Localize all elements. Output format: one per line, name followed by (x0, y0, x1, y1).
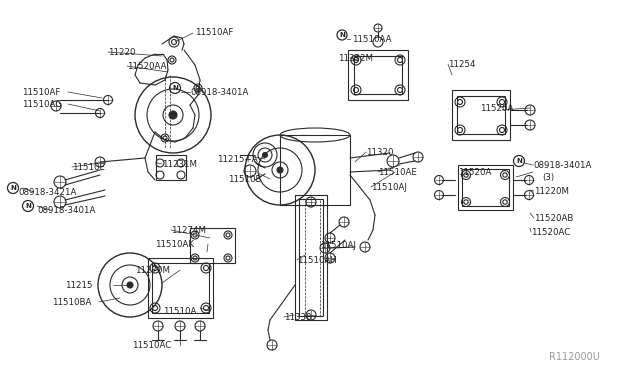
Text: 11510AJ: 11510AJ (371, 183, 407, 192)
Text: (3): (3) (542, 173, 554, 182)
Bar (152, 263, 209, 313)
Bar (354, 56, 402, 94)
Text: 11510AC: 11510AC (132, 341, 172, 350)
Text: 11510AE: 11510AE (378, 168, 417, 177)
Text: 08918-3421A: 08918-3421A (18, 188, 76, 197)
Bar (462, 169, 509, 206)
Text: 11520AB: 11520AB (534, 214, 573, 223)
Text: 11270M: 11270M (135, 266, 170, 275)
Text: N: N (25, 203, 31, 209)
Text: 11510AF: 11510AF (22, 88, 60, 97)
Text: 08918-3401A: 08918-3401A (190, 88, 248, 97)
Bar (295, 195, 327, 320)
Text: 08918-3401A: 08918-3401A (37, 206, 95, 215)
Text: 11510AA: 11510AA (352, 35, 392, 44)
Text: R112000U: R112000U (549, 352, 600, 362)
Text: 11510AF: 11510AF (195, 28, 234, 37)
Text: 11220M: 11220M (534, 187, 569, 196)
Text: 11254: 11254 (448, 60, 476, 69)
Bar (458, 165, 513, 210)
Bar (156, 155, 186, 180)
Text: 08918-3401A: 08918-3401A (533, 161, 591, 170)
Text: 11520A: 11520A (480, 104, 513, 113)
Text: 11510A: 11510A (163, 307, 196, 316)
Text: 11510AH: 11510AH (297, 256, 337, 265)
Text: 11338: 11338 (284, 313, 312, 322)
Text: 11510AG: 11510AG (22, 100, 62, 109)
Text: 11231M: 11231M (162, 160, 197, 169)
Bar (280, 135, 350, 205)
Text: 11215+A: 11215+A (217, 155, 258, 164)
Circle shape (169, 111, 177, 119)
Circle shape (277, 167, 283, 173)
Text: 11332M: 11332M (338, 54, 373, 63)
Text: 11520AC: 11520AC (531, 228, 570, 237)
Text: 11510AJ: 11510AJ (320, 241, 356, 250)
Text: 11510BA: 11510BA (52, 298, 92, 307)
Bar (148, 258, 213, 318)
Bar (457, 96, 505, 134)
Circle shape (127, 282, 133, 288)
Bar (452, 90, 510, 140)
Text: N: N (10, 185, 16, 191)
Text: N: N (172, 85, 178, 91)
Bar (190, 228, 235, 263)
Text: 11520AA: 11520AA (127, 62, 166, 71)
Text: 11274M: 11274M (171, 226, 206, 235)
Circle shape (262, 153, 268, 157)
Bar (348, 50, 408, 100)
Text: 11510AK: 11510AK (155, 240, 194, 249)
Text: 11510B: 11510B (228, 175, 262, 184)
Text: 11215: 11215 (65, 281, 93, 290)
Bar (299, 199, 323, 316)
Text: 11520A: 11520A (458, 168, 492, 177)
Text: N: N (516, 158, 522, 164)
Text: 11320: 11320 (366, 148, 394, 157)
Text: 11220: 11220 (108, 48, 136, 57)
Text: N: N (339, 32, 345, 38)
Text: 11510E: 11510E (72, 163, 105, 172)
